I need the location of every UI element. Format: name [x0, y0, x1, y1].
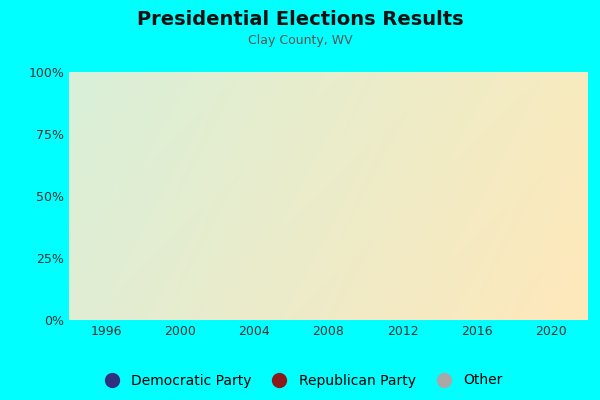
Text: ⓘ: ⓘ: [482, 80, 489, 92]
Bar: [114, 295, 131, 320]
Bar: [378, 246, 394, 320]
Bar: [246, 186, 263, 320]
Bar: [172, 191, 188, 320]
Bar: [304, 213, 320, 320]
Legend: Democratic Party, Republican Party, Other: Democratic Party, Republican Party, Othe…: [92, 368, 508, 393]
Bar: [452, 270, 469, 320]
Bar: [559, 315, 575, 320]
Bar: [485, 305, 501, 320]
Bar: [526, 270, 543, 320]
Bar: [156, 206, 172, 320]
Bar: [82, 169, 98, 320]
Bar: [337, 310, 353, 320]
Bar: [98, 243, 114, 320]
Bar: [469, 132, 485, 320]
Bar: [394, 164, 411, 320]
Bar: [411, 305, 427, 320]
Bar: [188, 312, 205, 320]
Bar: [230, 208, 246, 320]
Bar: [320, 186, 337, 320]
Bar: [543, 124, 559, 320]
Text: Presidential Elections Results: Presidential Elections Results: [137, 10, 463, 29]
Text: Clay County, WV: Clay County, WV: [248, 34, 352, 47]
Bar: [263, 315, 279, 320]
Text: City-Data.com: City-Data.com: [503, 80, 583, 90]
